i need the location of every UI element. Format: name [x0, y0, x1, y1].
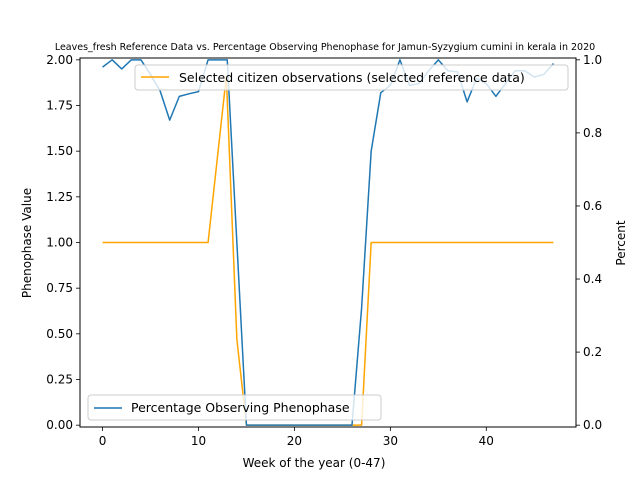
y-left-tick-label: 2.00 [46, 53, 73, 67]
bottom-axis-ticks: 0 10 20 30 40 [99, 427, 494, 448]
y-right-tick-label: 0.2 [583, 345, 602, 359]
y-right-tick-label: 0.6 [583, 199, 602, 213]
x-axis-label: Week of the year (0-47) [243, 456, 386, 470]
y-right-tick-label: 0.0 [583, 418, 602, 432]
x-tick-label: 40 [479, 434, 494, 448]
legend-percentage: Percentage Observing Phenophase [87, 394, 382, 421]
y-left-tick-label: 1.25 [46, 190, 73, 204]
y-left-tick-label: 0.00 [46, 418, 73, 432]
y-left-tick-label: 1.75 [46, 98, 73, 112]
x-tick-label: 10 [191, 434, 206, 448]
x-tick-label: 20 [287, 434, 302, 448]
x-tick-label: 30 [383, 434, 398, 448]
y-right-tick-label: 1.0 [583, 53, 602, 67]
y-axis-label-left: Phenophase Value [20, 188, 34, 298]
left-axis-ticks: 0.00 0.25 0.50 0.75 1.00 1.25 1.50 1.75 2.00 [46, 53, 80, 432]
x-tick-label: 0 [99, 434, 107, 448]
plot-frame [79, 57, 577, 428]
legend-label-percentage: Percentage Observing Phenophase [131, 400, 350, 415]
legend-label-reference: Selected citizen observations (selected … [179, 70, 525, 85]
y-left-tick-label: 1.00 [46, 236, 73, 250]
y-axis-label-right: Percent [614, 220, 628, 265]
legend-frame [134, 64, 569, 91]
series-line-0 [102, 75, 554, 426]
y-left-tick-label: 0.25 [46, 373, 73, 387]
y-right-tick-label: 0.8 [583, 126, 602, 140]
chart-title: Leaves_fresh Reference Data vs. Percenta… [55, 42, 595, 53]
y-left-tick-label: 0.50 [46, 327, 73, 341]
legend-frame [87, 394, 382, 421]
y-right-tick-label: 0.4 [583, 272, 602, 286]
right-axis-ticks: 0.0 0.2 0.4 0.6 0.8 1.0 [576, 53, 602, 432]
y-left-tick-label: 0.75 [46, 281, 73, 295]
legend-reference-data: Selected citizen observations (selected … [134, 64, 569, 91]
y-left-tick-label: 1.50 [46, 144, 73, 158]
